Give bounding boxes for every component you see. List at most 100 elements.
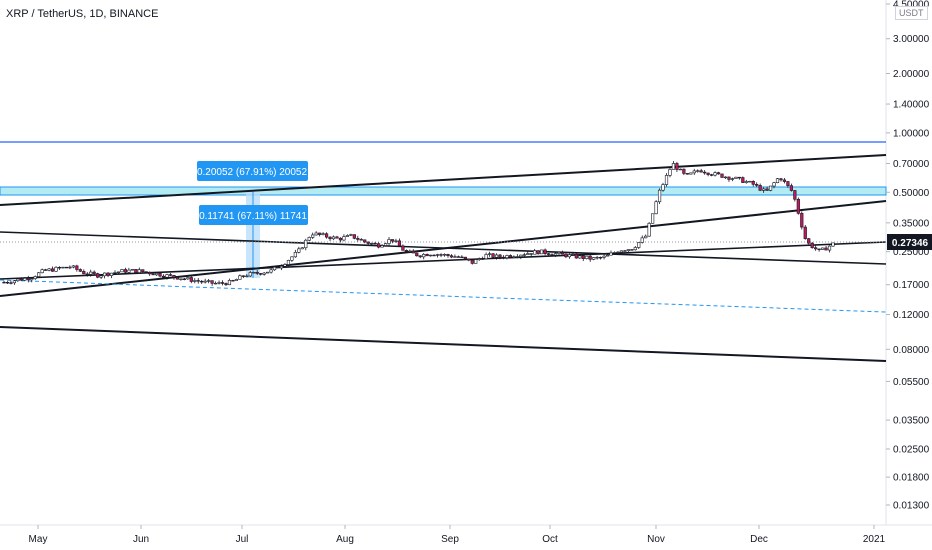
candle-down <box>224 283 228 286</box>
candle-up <box>304 239 308 249</box>
candle-down <box>470 259 474 264</box>
candle-down <box>338 237 343 241</box>
currency-unit-badge[interactable]: USDT <box>895 6 928 20</box>
annotation-2[interactable]: 0.11741 (67.11%) 11741 <box>199 205 308 225</box>
candle-down <box>481 258 485 260</box>
candle-up <box>279 265 284 269</box>
candle-up <box>47 268 51 271</box>
candle-up <box>730 178 735 180</box>
y-tick-label: 0.08000 <box>893 345 930 356</box>
candle-up <box>12 280 17 284</box>
candle-down <box>175 277 180 280</box>
candle-down <box>92 271 96 274</box>
candle-up <box>654 201 658 215</box>
x-tick-label: Aug <box>336 534 354 545</box>
candle-up <box>609 252 613 256</box>
candle-up <box>127 269 131 273</box>
candle-up <box>637 242 641 248</box>
candle-down <box>106 272 110 276</box>
candle-up <box>651 213 655 224</box>
candle-down <box>377 243 381 248</box>
lower-rising-line[interactable] <box>0 241 887 280</box>
candle-up <box>186 277 190 280</box>
candle-up <box>300 247 304 250</box>
candle-up <box>619 250 624 253</box>
candle-down <box>543 249 547 254</box>
long-term-support-line[interactable] <box>0 326 887 362</box>
annotation-1-box <box>197 161 308 181</box>
candle-up <box>269 269 273 273</box>
candle-up <box>734 176 738 179</box>
candle-up <box>768 185 773 191</box>
candle-up <box>488 253 492 255</box>
descending-line[interactable] <box>0 231 887 265</box>
candle-down <box>335 236 339 239</box>
candle-down <box>255 271 259 274</box>
candle-down <box>706 172 710 175</box>
y-tick-label: 2.00000 <box>893 69 930 80</box>
x-axis-ticks[interactable]: May Jun Jul Aug Sep Oct Nov Dec 2021 <box>29 525 886 545</box>
candle-down <box>720 173 724 178</box>
candle-up <box>290 256 294 261</box>
y-tick-label: 0.25000 <box>893 247 930 258</box>
candle-down <box>737 176 741 179</box>
candle-down <box>439 254 443 256</box>
candle-down <box>418 255 422 258</box>
candle-up <box>283 264 287 267</box>
candle-down <box>57 266 62 269</box>
candle-down <box>196 280 200 282</box>
candle-down <box>491 253 495 258</box>
candle-up <box>116 271 121 273</box>
candle-up <box>640 237 644 243</box>
support-zone[interactable] <box>0 186 887 196</box>
candle-down <box>26 277 30 281</box>
candle-down <box>508 255 513 258</box>
candle-up <box>349 234 353 236</box>
candle-down <box>498 254 502 258</box>
candle-down <box>210 280 214 284</box>
candle-up <box>474 259 478 264</box>
candle-up <box>286 260 291 265</box>
y-tick-label: 3.00000 <box>893 34 930 45</box>
candle-up <box>234 279 238 281</box>
candles-group <box>2 160 835 286</box>
candle-up <box>120 269 124 273</box>
y-axis-ticks[interactable]: 4.50000 3.00000 2.00000 1.40000 1.00000 0.700… <box>886 0 930 512</box>
candle-up <box>380 245 384 248</box>
candle-down <box>158 273 162 277</box>
candle-down <box>703 171 707 174</box>
candle-down <box>779 178 783 181</box>
candle-up <box>533 250 537 255</box>
candle-down <box>318 232 322 235</box>
candle-up <box>592 257 596 260</box>
candle-down <box>172 274 176 278</box>
candle-down <box>220 282 225 284</box>
candle-up <box>644 235 648 239</box>
annotation-1[interactable]: 0.20052 (67.91%) 20052 <box>197 161 308 181</box>
candle-down <box>425 254 429 257</box>
candle-up <box>578 255 582 259</box>
upper-channel-line[interactable] <box>0 154 887 206</box>
candle-down <box>19 278 23 281</box>
candle-down <box>789 185 793 191</box>
candle-down <box>9 282 13 284</box>
candle-up <box>633 247 637 251</box>
candle-down <box>755 184 759 186</box>
candle-down <box>44 269 48 271</box>
candle-down <box>161 275 166 278</box>
candle-down <box>782 179 787 182</box>
candle-down <box>682 168 686 174</box>
dashed-trend-line[interactable] <box>0 279 887 313</box>
candle-up <box>408 250 412 253</box>
candle-up <box>37 272 41 277</box>
candle-down <box>75 265 79 270</box>
candle-up <box>647 223 651 237</box>
candle-down <box>144 271 148 273</box>
candle-up <box>71 265 75 268</box>
candle-up <box>314 232 318 236</box>
y-tick-label: 0.17000 <box>893 280 930 291</box>
candle-up <box>494 254 499 258</box>
candle-up <box>657 189 662 203</box>
candle-up <box>519 254 523 257</box>
